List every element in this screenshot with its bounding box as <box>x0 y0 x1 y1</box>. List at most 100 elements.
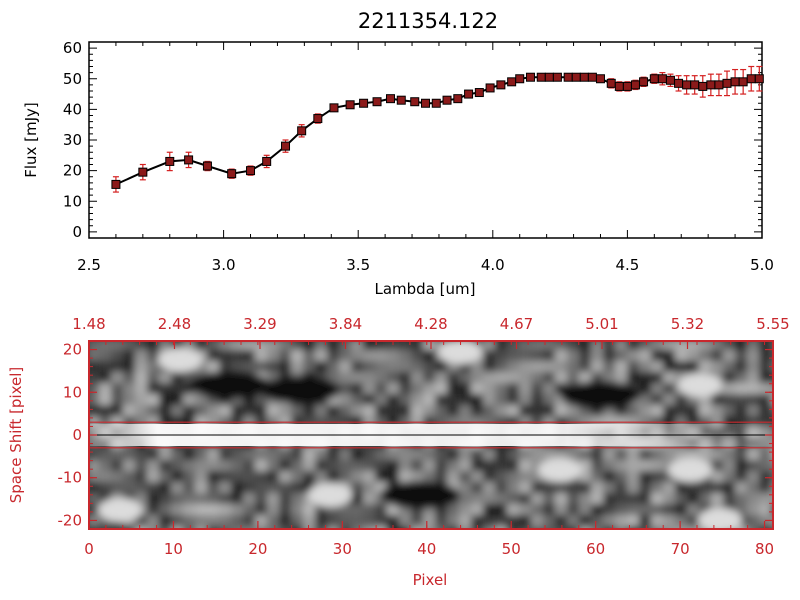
image-cell <box>231 526 247 529</box>
image-x-tick-label: 60 <box>586 540 605 558</box>
spectrum-x-tick-label: 4.0 <box>481 256 505 274</box>
image-cell <box>183 526 199 529</box>
figure-title: 2211354.122 <box>358 9 498 33</box>
image-cell <box>687 526 703 529</box>
image-x-label: Pixel <box>413 571 448 589</box>
image-x-tick-label: 10 <box>164 540 183 558</box>
image-x-tick-label: 30 <box>333 540 352 558</box>
data-point <box>313 114 323 124</box>
image-x-tick-label: 20 <box>248 540 267 558</box>
image-cell <box>315 526 331 529</box>
data-point <box>507 77 517 87</box>
image-cell <box>111 526 127 529</box>
spectrum-frame <box>88 41 763 239</box>
data-point <box>657 74 667 84</box>
data-point <box>515 74 525 84</box>
image-top-tick-label: 5.01 <box>585 315 618 333</box>
image-cell <box>639 526 655 529</box>
spectrum-x-tick-label: 4.5 <box>615 256 639 274</box>
data-point <box>421 98 430 108</box>
image-y-tick-label: -20 <box>58 511 83 529</box>
data-point <box>682 80 692 90</box>
data-point <box>464 89 474 99</box>
data-point <box>431 98 441 108</box>
data-point <box>396 95 406 105</box>
data-point <box>165 156 175 166</box>
data-point <box>665 75 675 85</box>
image-top-tick-label: 4.67 <box>500 315 533 333</box>
image-cell <box>663 526 679 529</box>
data-point <box>706 80 716 90</box>
image-x-tick-label: 50 <box>502 540 521 558</box>
spectrum-y-tick-label: 40 <box>63 100 82 118</box>
image-bright-patch <box>308 483 352 507</box>
image-cell <box>171 526 187 529</box>
image-cell <box>627 526 643 529</box>
image-x-tick-label: 80 <box>755 540 774 558</box>
data-point <box>552 72 562 82</box>
image-y-tick-label: 10 <box>63 383 82 401</box>
image-bright-patch <box>98 498 142 522</box>
data-point <box>227 169 237 179</box>
data-point <box>246 166 256 176</box>
image-cell <box>471 526 487 529</box>
image-cell <box>147 526 163 529</box>
image-cell <box>411 526 427 529</box>
image-bright-patch <box>158 348 202 372</box>
spectrum-y-label: Flux [mJy] <box>22 102 40 178</box>
data-point <box>525 72 535 82</box>
image-y-ticks: -20 -10 0 10 20 <box>58 341 773 529</box>
data-point <box>722 78 732 88</box>
data-point <box>111 179 121 189</box>
image-cell <box>99 526 115 529</box>
image-x-tick-label: 0 <box>84 540 94 558</box>
spectrum-y-tick-label: 20 <box>63 162 82 180</box>
image-bright-patch <box>438 341 482 364</box>
image-x-tick-label: 70 <box>671 540 690 558</box>
data-point <box>202 161 212 171</box>
image-cell <box>747 526 763 529</box>
image-top-tick-label: 1.48 <box>72 315 105 333</box>
image-cell <box>579 526 595 529</box>
spectrum-y-tick-label: 60 <box>63 39 82 57</box>
image-bright-patch <box>538 458 582 482</box>
data-point <box>587 72 597 82</box>
image-cell <box>615 526 631 529</box>
image-cell <box>543 526 559 529</box>
image-cell <box>495 526 511 529</box>
data-point <box>262 156 272 166</box>
data-point <box>571 72 581 82</box>
image-top-tick-label: 5.32 <box>671 315 704 333</box>
image-cell <box>255 526 271 529</box>
data-point <box>674 78 684 88</box>
image-cell <box>459 526 475 529</box>
spectrum-line <box>115 76 760 186</box>
image-y-label: Space Shift [pixel] <box>7 367 25 504</box>
data-point <box>579 72 589 82</box>
spectrum-y-tick-label: 10 <box>63 192 82 210</box>
image-cell <box>363 526 379 529</box>
data-point <box>746 74 756 84</box>
image-y-tick-label: 0 <box>72 426 82 444</box>
data-point <box>442 95 452 105</box>
image-top-tick-label: 5.55 <box>756 315 789 333</box>
image-dark-patch <box>380 481 460 509</box>
image-x-tick-label: 40 <box>417 540 436 558</box>
image-cell <box>603 526 619 529</box>
image-dark-patch <box>560 381 640 409</box>
data-point <box>329 103 339 113</box>
image-cell <box>735 526 751 529</box>
spectrum-y-tick-label: 30 <box>63 131 82 149</box>
data-point <box>690 80 700 90</box>
image-cell <box>303 526 319 529</box>
data-point <box>730 77 740 87</box>
data-point <box>606 78 616 88</box>
spectrum-x-tick-label: 2.5 <box>77 256 101 274</box>
image-cell <box>279 526 295 529</box>
image-cell <box>447 526 463 529</box>
image-top-tick-label: 3.84 <box>329 315 362 333</box>
data-point <box>453 94 463 104</box>
spectrum-x-tick-label: 3.5 <box>346 256 370 274</box>
spectrum-x-tick-label: 3.0 <box>212 256 236 274</box>
